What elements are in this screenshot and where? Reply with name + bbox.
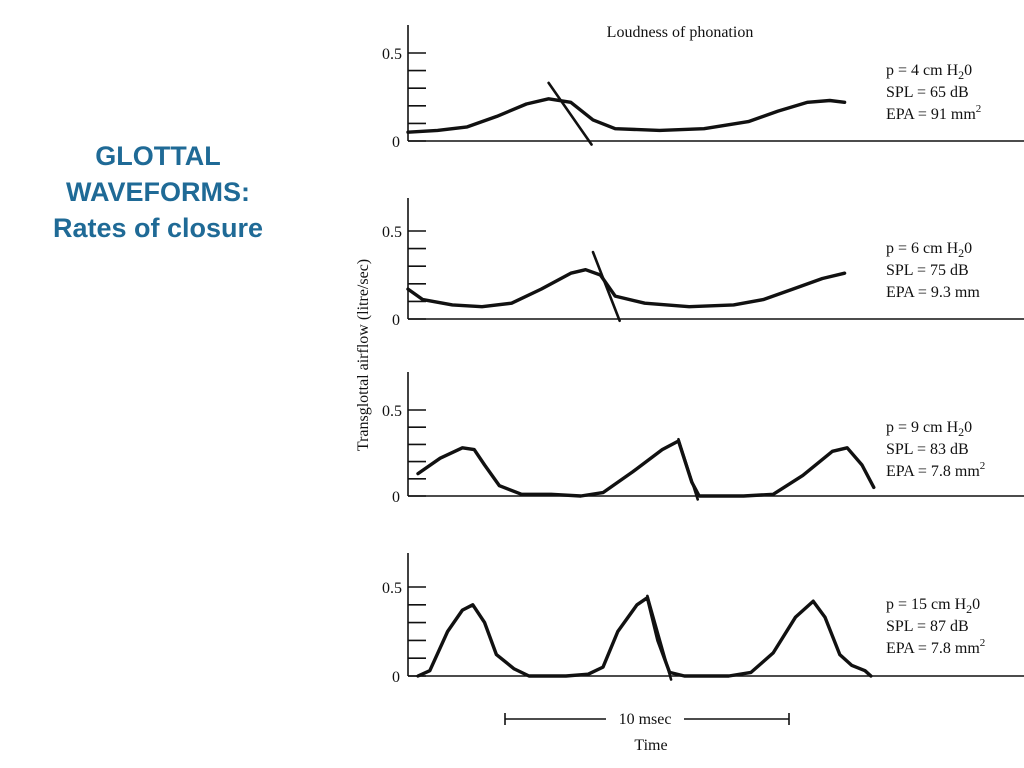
- pressure-label: p = 9 cm H20: [886, 419, 972, 439]
- slide-title-line-2: WAVEFORMS:: [66, 177, 250, 207]
- superscript-2: 2: [980, 637, 986, 649]
- waveform-trace: [406, 268, 847, 309]
- subscript-tail: 0: [972, 596, 980, 613]
- y-tick-label-0: 0: [392, 669, 400, 686]
- panel-4: 0 0.5 p = 15 cm H20 SPL = 87 dB EPA = 7.8 mm…: [382, 553, 1024, 686]
- subscript-2: 2: [966, 602, 972, 616]
- slide-title-line-3: Rates of closure: [52, 213, 264, 243]
- superscript-2: 2: [980, 460, 986, 472]
- pressure-label: p = 15 cm H20: [886, 596, 980, 616]
- y-tick-label-0.5: 0.5: [382, 224, 402, 241]
- scale-bar-label: 10 msec: [619, 711, 672, 728]
- y-tick-label-0.5: 0.5: [382, 403, 402, 420]
- spl-label: SPL = 65 dB: [886, 84, 969, 101]
- spl-label: SPL = 75 dB: [886, 262, 969, 279]
- y-tick-label-0: 0: [392, 312, 400, 329]
- closure-rate-line: [677, 437, 700, 501]
- pressure-label: p = 4 cm H20: [886, 62, 972, 82]
- epa-label: EPA = 91 mm2: [886, 103, 981, 123]
- closure-rate-line: [547, 81, 593, 146]
- panel-3: 0 0.5 p = 9 cm H20 SPL = 83 dB EPA = 7.8 mm2: [382, 372, 1024, 506]
- y-tick-label-0.5: 0.5: [382, 580, 402, 597]
- slide-title-line-1: GLOTTAL: [95, 141, 221, 171]
- panel-1: 0 0.5 p = 4 cm H20 SPL = 65 dB EPA = 91 mm2: [382, 25, 1024, 151]
- superscript-2: 2: [976, 103, 982, 115]
- time-scale-bar: 10 msec: [504, 711, 790, 728]
- subscript-tail: 0: [964, 62, 972, 79]
- y-tick-label-0: 0: [392, 134, 400, 151]
- slide-title: GLOTTAL WAVEFORMS: Rates of closure: [8, 138, 308, 246]
- closure-rate-line: [646, 594, 673, 681]
- subscript-tail: 0: [964, 240, 972, 257]
- closure-rate-line: [591, 250, 621, 323]
- subscript-2: 2: [958, 246, 964, 260]
- spl-label: SPL = 83 dB: [886, 441, 969, 458]
- y-tick-label-0.5: 0.5: [382, 46, 402, 63]
- waveform-trace: [416, 439, 876, 498]
- pressure-label: p = 6 cm H20: [886, 240, 972, 260]
- waveform-trace: [416, 596, 873, 678]
- y-tick-label-0: 0: [392, 489, 400, 506]
- waveform-trace: [406, 97, 847, 134]
- x-axis-label: Time: [634, 737, 667, 754]
- subscript-tail: 0: [964, 419, 972, 436]
- spl-label: SPL = 87 dB: [886, 618, 969, 635]
- y-axis-label: Transglottal airflow (litre/sec): [355, 259, 372, 451]
- epa-label: EPA = 9.3 mm: [886, 284, 980, 301]
- panel-2: 0 0.5 p = 6 cm H20 SPL = 75 dB EPA = 9.3 mm: [382, 198, 1024, 329]
- subscript-2: 2: [958, 68, 964, 82]
- epa-label: EPA = 7.8 mm2: [886, 637, 985, 657]
- chart-title: Loudness of phonation: [607, 24, 754, 41]
- epa-label: EPA = 7.8 mm2: [886, 460, 985, 480]
- subscript-2: 2: [958, 425, 964, 439]
